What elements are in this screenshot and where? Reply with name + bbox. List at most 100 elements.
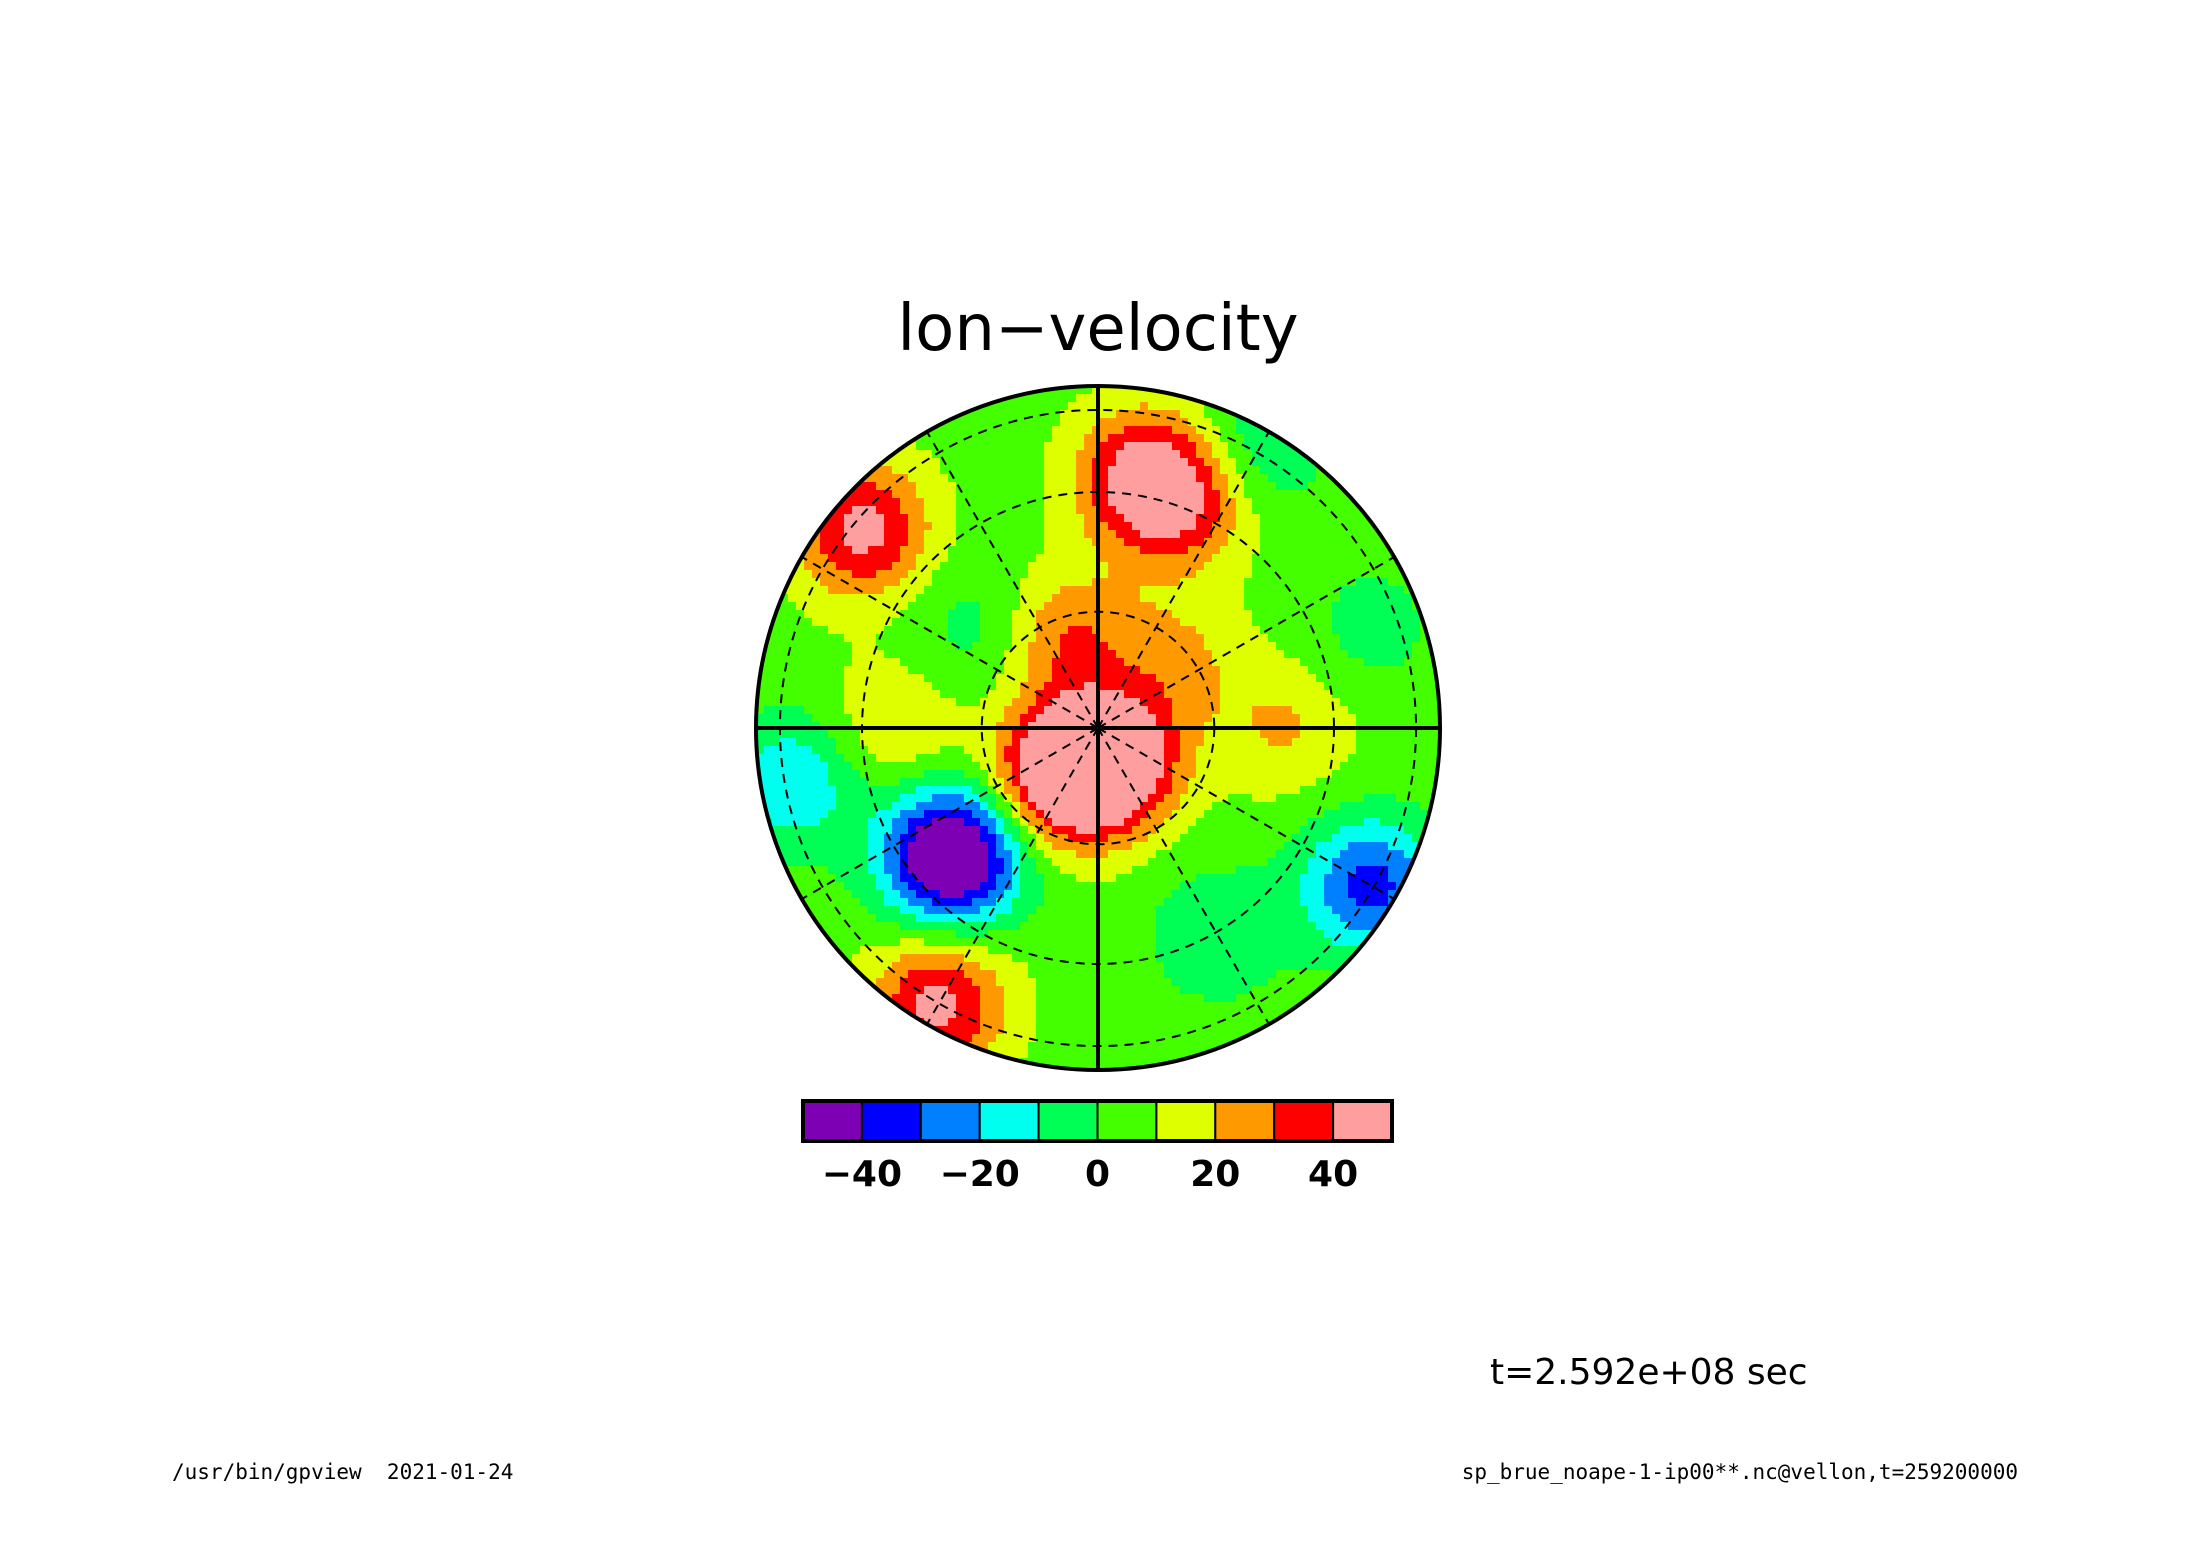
field-cell	[1132, 714, 1141, 723]
field-cell	[1060, 690, 1069, 699]
field-cell	[1260, 642, 1269, 651]
field-cell	[836, 706, 845, 715]
field-cell	[1332, 482, 1341, 491]
field-cell	[772, 626, 781, 635]
field-cell	[980, 810, 989, 819]
field-cell	[1052, 826, 1061, 835]
field-cell	[796, 826, 805, 835]
field-cell	[820, 634, 829, 643]
field-cell	[1324, 618, 1333, 627]
field-cell	[772, 826, 781, 835]
field-cell	[1132, 554, 1141, 563]
field-cell	[1372, 770, 1381, 779]
field-cell	[1316, 546, 1325, 555]
field-cell	[1420, 642, 1429, 651]
field-cell	[1060, 842, 1069, 851]
field-cell	[1268, 434, 1277, 443]
field-cell	[932, 906, 941, 915]
field-cell	[1420, 690, 1429, 699]
field-cell	[1372, 778, 1381, 787]
field-cell	[1028, 842, 1037, 851]
field-cell	[1108, 682, 1117, 691]
field-cell	[868, 794, 877, 803]
field-cell	[1244, 634, 1253, 643]
field-cell	[812, 858, 821, 867]
field-cell	[876, 522, 885, 531]
field-cell	[1188, 866, 1197, 875]
field-cell	[1204, 578, 1213, 587]
field-cell	[980, 506, 989, 515]
field-cell	[1212, 890, 1221, 899]
field-cell	[900, 594, 909, 603]
field-cell	[892, 570, 901, 579]
field-cell	[1100, 706, 1109, 715]
field-cell	[1332, 858, 1341, 867]
field-cell	[1284, 746, 1293, 755]
field-cell	[972, 850, 981, 859]
field-cell	[1172, 674, 1181, 683]
field-cell	[1244, 666, 1253, 675]
field-cell	[1220, 530, 1229, 539]
field-cell	[1212, 626, 1221, 635]
field-cell	[1076, 890, 1085, 899]
field-cell	[964, 674, 973, 683]
field-cell	[1148, 450, 1157, 459]
field-cell	[948, 786, 957, 795]
field-cell	[1004, 426, 1013, 435]
field-cell	[1236, 666, 1245, 675]
field-cell	[876, 658, 885, 667]
field-cell	[1260, 754, 1269, 763]
field-cell	[1220, 442, 1229, 451]
field-cell	[900, 458, 909, 467]
field-cell	[1396, 706, 1405, 715]
field-cell	[1364, 554, 1373, 563]
field-cell	[1380, 666, 1389, 675]
field-cell	[1004, 730, 1013, 739]
field-cell	[948, 754, 957, 763]
field-cell	[1108, 914, 1117, 923]
field-cell	[940, 594, 949, 603]
field-cell	[948, 730, 957, 739]
field-cell	[1204, 826, 1213, 835]
field-cell	[972, 714, 981, 723]
field-cell	[1244, 474, 1253, 483]
field-cell	[844, 610, 853, 619]
field-cell	[1012, 850, 1021, 859]
field-cell	[1196, 626, 1205, 635]
field-cell	[988, 802, 997, 811]
field-cell	[884, 506, 893, 515]
field-cell	[1292, 890, 1301, 899]
field-cell	[1372, 578, 1381, 587]
field-cell	[1236, 714, 1245, 723]
field-cell	[924, 578, 933, 587]
field-cell	[1396, 618, 1405, 627]
field-cell	[1292, 802, 1301, 811]
field-cell	[1052, 786, 1061, 795]
field-cell	[1124, 874, 1133, 883]
field-cell	[1196, 730, 1205, 739]
field-cell	[860, 850, 869, 859]
field-cell	[1404, 714, 1413, 723]
field-cell	[796, 754, 805, 763]
field-cell	[940, 778, 949, 787]
field-cell	[772, 682, 781, 691]
field-cell	[844, 738, 853, 747]
field-cell	[1404, 682, 1413, 691]
field-cell	[828, 842, 837, 851]
field-cell	[892, 802, 901, 811]
field-cell	[1108, 842, 1117, 851]
field-cell	[1044, 474, 1053, 483]
field-cell	[1292, 914, 1301, 923]
field-cell	[964, 562, 973, 571]
field-cell	[1036, 442, 1045, 451]
field-cell	[940, 794, 949, 803]
field-cell	[1036, 706, 1045, 715]
field-cell	[948, 426, 957, 435]
field-cell	[836, 818, 845, 827]
field-cell	[804, 570, 813, 579]
field-cell	[1212, 442, 1221, 451]
field-cell	[1228, 586, 1237, 595]
field-cell	[1316, 810, 1325, 819]
field-cell	[1100, 522, 1109, 531]
field-cell	[1004, 594, 1013, 603]
